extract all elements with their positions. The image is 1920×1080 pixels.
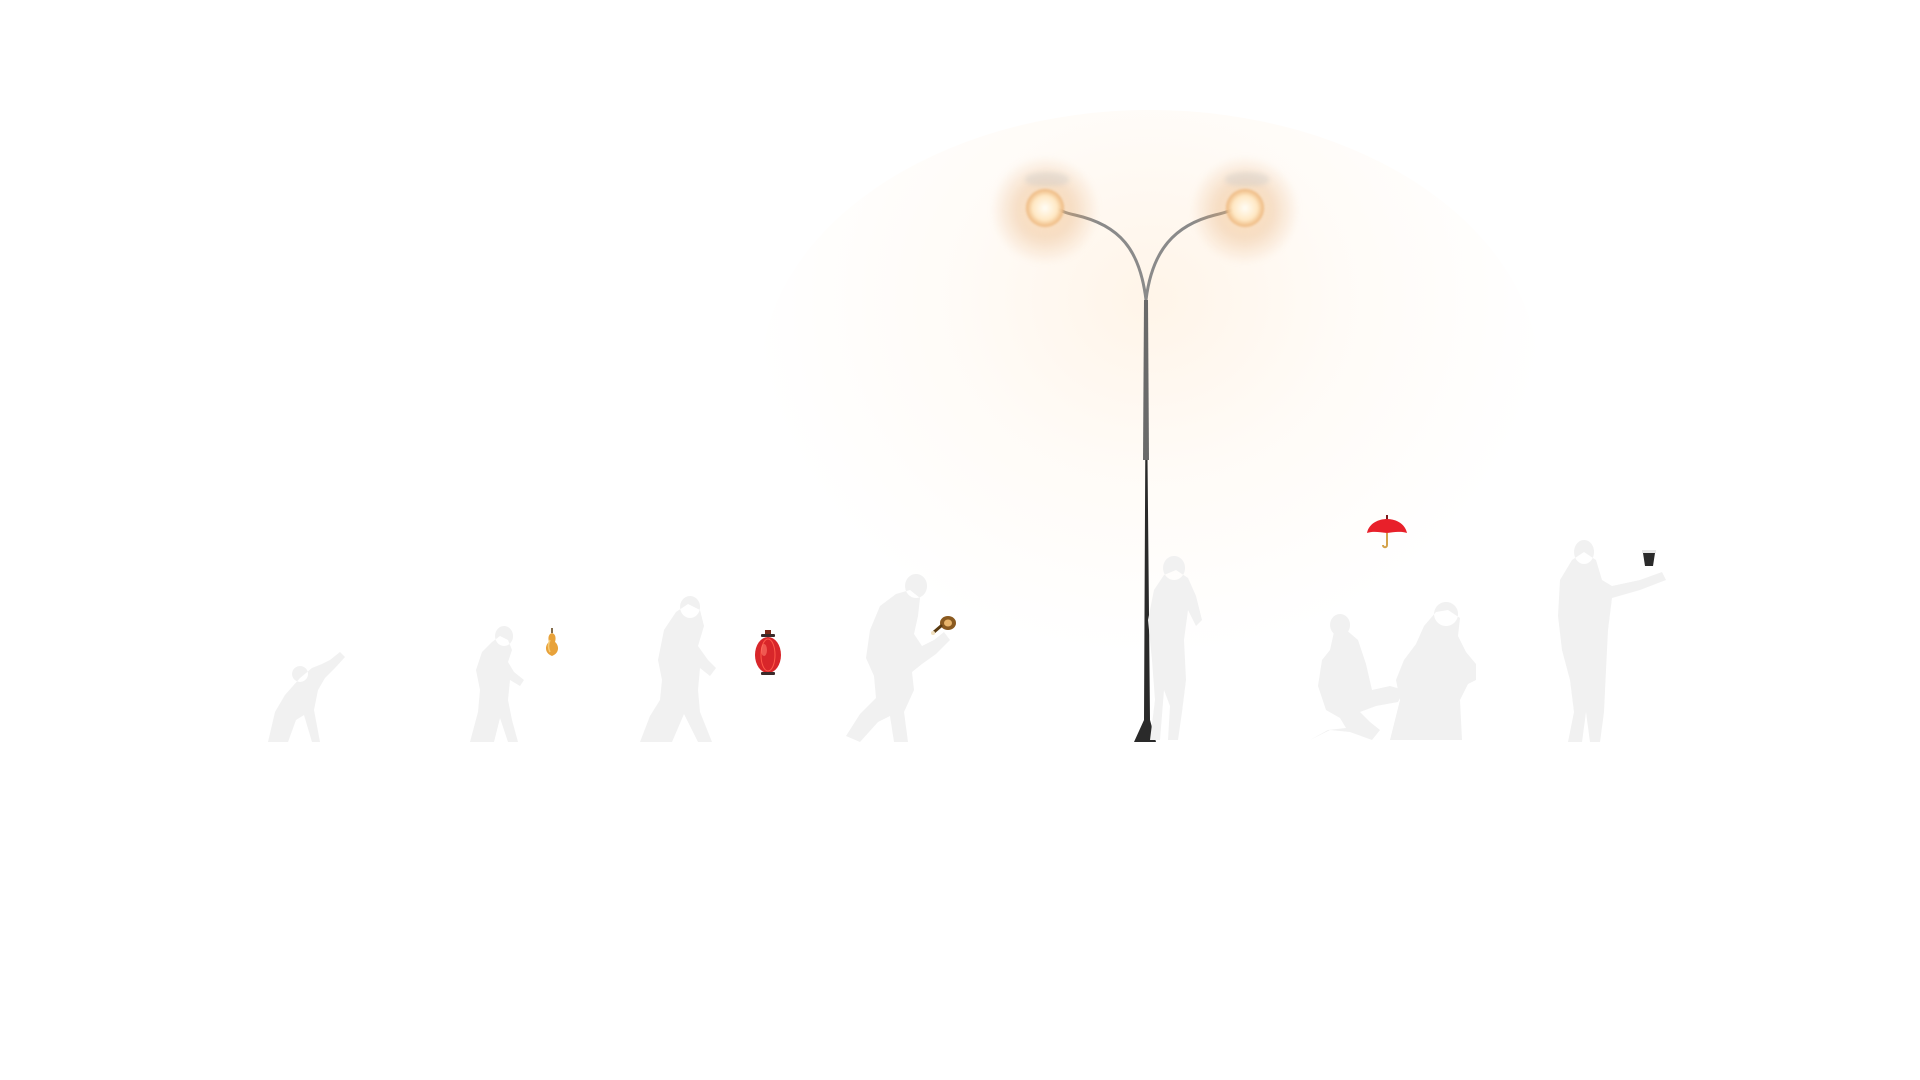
silhouette-person-1	[268, 652, 345, 742]
red-lantern-icon[interactable]	[752, 630, 784, 680]
cup-icon[interactable]	[1640, 548, 1658, 568]
drumstick-icon[interactable]	[930, 614, 958, 636]
red-umbrella-icon[interactable]	[1365, 513, 1409, 549]
silhouette-person-2	[470, 626, 524, 742]
pear-icon[interactable]	[542, 626, 562, 658]
lamp-shade-right	[1225, 172, 1269, 186]
silhouette-person-4	[846, 574, 950, 742]
silhouette-person-3	[640, 596, 716, 742]
lamp-pole	[1134, 300, 1156, 742]
lamp-bulb-left	[1026, 189, 1064, 227]
pole-upper	[1143, 300, 1149, 460]
silhouette-person-6	[1310, 614, 1404, 740]
lamp-bulb-right	[1226, 189, 1264, 227]
silhouette-person-8	[1558, 540, 1666, 742]
silhouette-person-5	[1148, 556, 1202, 740]
lamp-shade-left	[1025, 172, 1069, 186]
silhouette-person-7	[1390, 602, 1476, 740]
